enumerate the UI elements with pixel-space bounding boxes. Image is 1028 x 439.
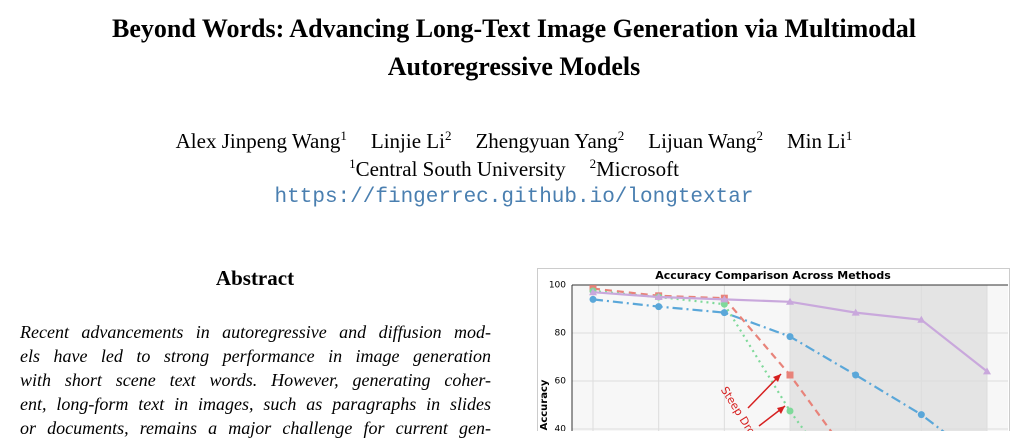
- author-affil: 2: [756, 128, 763, 143]
- author-name: Zhengyuan Yang: [475, 129, 618, 153]
- paper-title: Beyond Words: Advancing Long-Text Image …: [112, 14, 916, 43]
- author-affil: 2: [617, 128, 625, 143]
- marker: [654, 293, 663, 300]
- arrowhead: [777, 406, 785, 414]
- author-name: Lijuan Wang: [648, 129, 757, 153]
- marker: [720, 309, 728, 317]
- abstract-line: els have led to strong performance in im…: [20, 346, 491, 366]
- series-line: [592, 287, 833, 431]
- affil-name: Central South University: [355, 157, 566, 181]
- abstract-line: or documents, remains a major challenge …: [20, 418, 491, 438]
- marker: [983, 367, 991, 375]
- marker: [720, 300, 728, 308]
- y-axis-label: Accuracy: [539, 379, 550, 430]
- arrow: [747, 373, 782, 409]
- affil-mark: 2: [589, 156, 597, 171]
- author-affil: 2: [444, 128, 452, 143]
- chart: Accuracy Comparison Across Methods Accur…: [537, 268, 1010, 431]
- project-link[interactable]: https://fingerrec.github.io/longtextar: [274, 186, 754, 209]
- marker: [589, 288, 597, 296]
- author-name: Alex Jinpeng Wang: [175, 129, 341, 153]
- chart-title: Accuracy Comparison Across Methods: [655, 269, 891, 282]
- affiliation: 1Central South University: [349, 156, 566, 181]
- author: Zhengyuan Yang2: [475, 128, 625, 153]
- y-tick-label: 80: [555, 329, 567, 339]
- author: Linjie Li2: [370, 128, 452, 153]
- affiliation: 2Microsoft: [589, 156, 679, 181]
- author-name: Min Li: [786, 129, 846, 153]
- y-tick-label: 60: [555, 377, 567, 387]
- y-tick-label: 100: [549, 281, 566, 291]
- author-affil: 1: [845, 128, 853, 143]
- marker: [917, 315, 926, 323]
- y-tick-label: 40: [555, 425, 567, 432]
- author: Min Li1: [786, 128, 853, 153]
- author-affil: 1: [340, 128, 347, 143]
- marker: [589, 295, 597, 303]
- affil-name: Microsoft: [596, 157, 679, 181]
- marker: [851, 308, 860, 316]
- author: Alex Jinpeng Wang1: [175, 128, 347, 153]
- arrowhead: [773, 374, 781, 382]
- marker: [786, 297, 794, 305]
- marker: [852, 371, 860, 379]
- marker: [786, 371, 794, 379]
- author-name: Linjie Li: [370, 129, 445, 153]
- abstract-line: with short scene text words. However, ge…: [20, 370, 491, 390]
- marker: [786, 333, 794, 341]
- marker: [720, 295, 729, 303]
- abstract-line: Recent advancements in autoregressive an…: [20, 322, 491, 342]
- author: Lijuan Wang2: [648, 128, 763, 153]
- marker: [655, 303, 663, 311]
- abstract-heading: Abstract: [215, 266, 295, 290]
- abstract-line: ent, long-form text in images, such as p…: [20, 394, 491, 414]
- affil-mark: 1: [349, 156, 356, 171]
- shaded-region: [790, 285, 987, 431]
- marker: [786, 407, 794, 415]
- marker: [917, 411, 925, 419]
- affiliations: 1Central South University 2Microsoft: [0, 156, 1028, 182]
- paper-title: Autoregressive Models: [387, 52, 641, 81]
- authors: Alex Jinpeng Wang1 Linjie Li2 Zhengyuan Ya…: [0, 128, 1028, 154]
